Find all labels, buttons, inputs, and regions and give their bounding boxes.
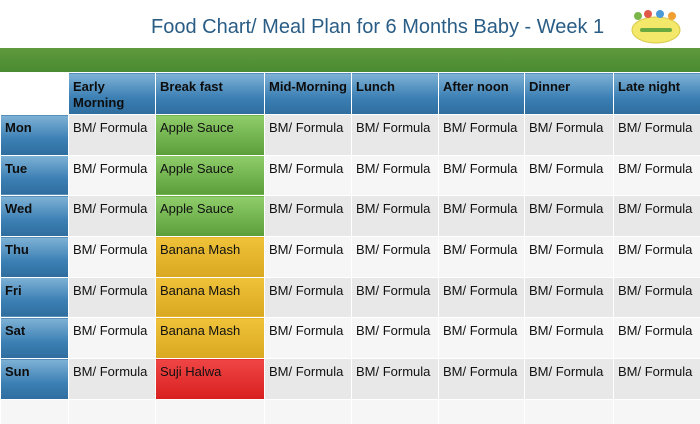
empty-cell [438,398,525,424]
column-header: Break fast [155,72,265,115]
meal-cell: BM/ Formula [351,154,439,197]
meal-cell: BM/ Formula [264,317,352,360]
day-label: Wed [0,195,69,238]
meal-cell: BM/ Formula [524,114,614,156]
empty-cell [264,398,352,424]
meal-cell: BM/ Formula [264,114,352,156]
meal-cell: BM/ Formula [264,276,352,319]
meal-cell: BM/ Formula [68,195,156,238]
column-header: Dinner [524,72,614,115]
column-header: Late night [613,72,700,115]
meal-cell: BM/ Formula [264,195,352,238]
breakfast-cell: Apple Sauce [155,154,265,197]
table-row: Mon BM/ Formula Apple Sauce BM/ Formula BM/ … [0,114,700,156]
meal-cell: BM/ Formula [68,276,156,319]
header-row: Early Morning Break fast Mid-Morning Lun… [0,72,700,115]
meal-cell: BM/ Formula [351,317,439,360]
meal-cell: BM/ Formula [351,276,439,319]
corner-cell [0,72,69,115]
table-row: Sat BM/ Formula Banana Mash BM/ Formula BM/ … [0,317,700,360]
meal-cell: BM/ Formula [613,154,700,197]
meal-cell: BM/ Formula [351,114,439,156]
meal-cell: BM/ Formula [351,358,439,400]
meal-cell: BM/ Formula [264,154,352,197]
table-row: Wed BM/ Formula Apple Sauce BM/ Formula BM/ … [0,195,700,238]
breakfast-cell: Banana Mash [155,276,265,319]
day-label: Mon [0,114,69,156]
table-row: Thu BM/ Formula Banana Mash BM/ Formula BM/ … [0,236,700,278]
meal-cell: BM/ Formula [438,154,525,197]
column-header: Mid-Morning [264,72,352,115]
meal-cell: BM/ Formula [264,236,352,278]
meal-cell: BM/ Formula [264,358,352,400]
meal-cell: BM/ Formula [438,358,525,400]
table-row: Sun BM/ Formula Suji Halwa BM/ Formula BM/ F… [0,358,700,400]
table-row: Tue BM/ Formula Apple Sauce BM/ Formula BM/ … [0,154,700,197]
meal-cell: BM/ Formula [613,195,700,238]
title-area: Food Chart/ Meal Plan for 6 Months Baby … [0,0,700,48]
meal-cell: BM/ Formula [68,358,156,400]
meal-cell: BM/ Formula [68,154,156,197]
meal-cell: BM/ Formula [524,358,614,400]
meal-cell: BM/ Formula [68,114,156,156]
breakfast-cell: Banana Mash [155,236,265,278]
meal-cell: BM/ Formula [613,114,700,156]
meal-plan-table: Early Morning Break fast Mid-Morning Lun… [0,72,700,424]
baby-food-logo-icon [631,10,681,44]
meal-cell: BM/ Formula [613,236,700,278]
meal-cell: BM/ Formula [524,276,614,319]
column-header: Early Morning [68,72,156,115]
meal-cell: BM/ Formula [438,276,525,319]
empty-cell [0,398,69,424]
breakfast-cell: Suji Halwa [155,358,265,400]
page-title: Food Chart/ Meal Plan for 6 Months Baby … [151,16,605,38]
empty-cell [68,398,156,424]
empty-row [0,398,700,424]
empty-cell [155,398,265,424]
meal-cell: BM/ Formula [438,317,525,360]
meal-cell: BM/ Formula [438,114,525,156]
day-label: Tue [0,154,69,197]
meal-cell: BM/ Formula [613,276,700,319]
green-header-bar [0,48,700,72]
meal-cell: BM/ Formula [524,154,614,197]
day-label: Fri [0,276,69,319]
meal-cell: BM/ Formula [524,317,614,360]
empty-cell [613,398,700,424]
meal-cell: BM/ Formula [68,236,156,278]
table-row: Fri BM/ Formula Banana Mash BM/ Formula BM/ … [0,276,700,319]
meal-cell: BM/ Formula [613,317,700,360]
meal-cell: BM/ Formula [524,236,614,278]
empty-cell [351,398,439,424]
breakfast-cell: Apple Sauce [155,114,265,156]
meal-cell: BM/ Formula [68,317,156,360]
empty-cell [524,398,614,424]
meal-cell: BM/ Formula [351,236,439,278]
meal-cell: BM/ Formula [613,358,700,400]
breakfast-cell: Banana Mash [155,317,265,360]
meal-cell: BM/ Formula [524,195,614,238]
column-header: After noon [438,72,525,115]
meal-cell: BM/ Formula [351,195,439,238]
meal-cell: BM/ Formula [438,236,525,278]
breakfast-cell: Apple Sauce [155,195,265,238]
day-label: Sun [0,358,69,400]
day-label: Sat [0,317,69,360]
meal-cell: BM/ Formula [438,195,525,238]
day-label: Thu [0,236,69,278]
column-header: Lunch [351,72,439,115]
